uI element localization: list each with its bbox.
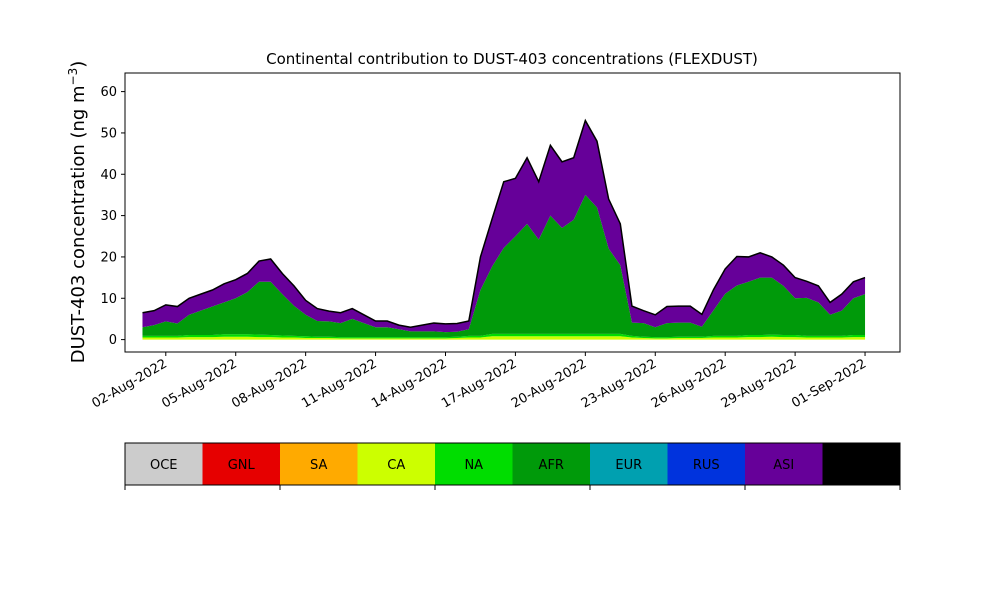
legend-label-eur: EUR <box>615 458 642 473</box>
legend-label-asi: ASI <box>773 458 794 473</box>
chart-title: Continental contribution to DUST-403 con… <box>266 50 758 68</box>
y-tick-label: 30 <box>100 209 117 224</box>
area-afr <box>142 194 866 338</box>
x-tick-label: 23-Aug-2022 <box>579 356 659 411</box>
legend-swatch-oce <box>125 443 203 485</box>
legend-label-oce: OCE <box>150 458 178 473</box>
x-tick-label: 11-Aug-2022 <box>299 356 379 411</box>
legend-swatch-na <box>435 443 513 485</box>
legend-label-sa: SA <box>310 458 327 473</box>
area-na <box>142 333 866 339</box>
legend-swatch-aus <box>822 443 900 485</box>
x-tick-label: 17-Aug-2022 <box>439 356 519 411</box>
y-tick-label: 60 <box>100 85 117 100</box>
plot-area <box>142 118 866 340</box>
y-axis-label: DUST-403 concentration (ng m−3) <box>66 61 89 364</box>
x-tick-label: 14-Aug-2022 <box>369 356 449 411</box>
y-tick-label: 10 <box>100 292 117 307</box>
x-tick-label: 05-Aug-2022 <box>159 356 239 411</box>
legend-label-gnl: GNL <box>228 458 256 473</box>
plot-frame <box>124 72 901 353</box>
area-ca <box>142 336 866 340</box>
legend-swatch-asi <box>745 443 823 485</box>
legend-label-ca: CA <box>387 458 405 473</box>
legend-label-rus: RUS <box>693 458 720 473</box>
x-tick-label: 01-Sep-2022 <box>789 356 869 411</box>
y-tick-label: 50 <box>100 126 117 141</box>
y-axis: 0 10 20 30 40 50 60 <box>100 85 125 348</box>
legend-colorbar: OCE GNL SA CA NA AFR EUR RUS ASI AUS <box>124 442 901 490</box>
y-tick-label: 20 <box>100 250 117 265</box>
total-line <box>142 118 866 328</box>
legend-swatch-sa <box>280 443 358 485</box>
legend-swatch-eur <box>590 443 668 485</box>
legend-swatch-rus <box>667 443 745 485</box>
x-tick-label: 08-Aug-2022 <box>229 356 309 411</box>
legend-swatch-afr <box>512 443 590 485</box>
y-tick-label: 40 <box>100 168 117 183</box>
legend-swatch-ca <box>357 443 435 485</box>
y-tick-label: 0 <box>109 333 117 348</box>
x-tick-label: 20-Aug-2022 <box>509 356 589 411</box>
legend-label-aus: AUS <box>848 458 875 473</box>
legend-label-afr: AFR <box>539 458 564 473</box>
area-asi <box>142 120 866 333</box>
legend-label-na: NA <box>464 458 483 473</box>
x-tick-label: 29-Aug-2022 <box>719 356 799 411</box>
x-tick-label: 02-Aug-2022 <box>89 356 169 411</box>
x-tick-label: 26-Aug-2022 <box>649 356 729 411</box>
legend-frame <box>124 442 901 486</box>
legend-swatch-gnl <box>202 443 280 485</box>
x-axis: 02-Aug-202205-Aug-202208-Aug-202211-Aug-… <box>89 352 869 412</box>
